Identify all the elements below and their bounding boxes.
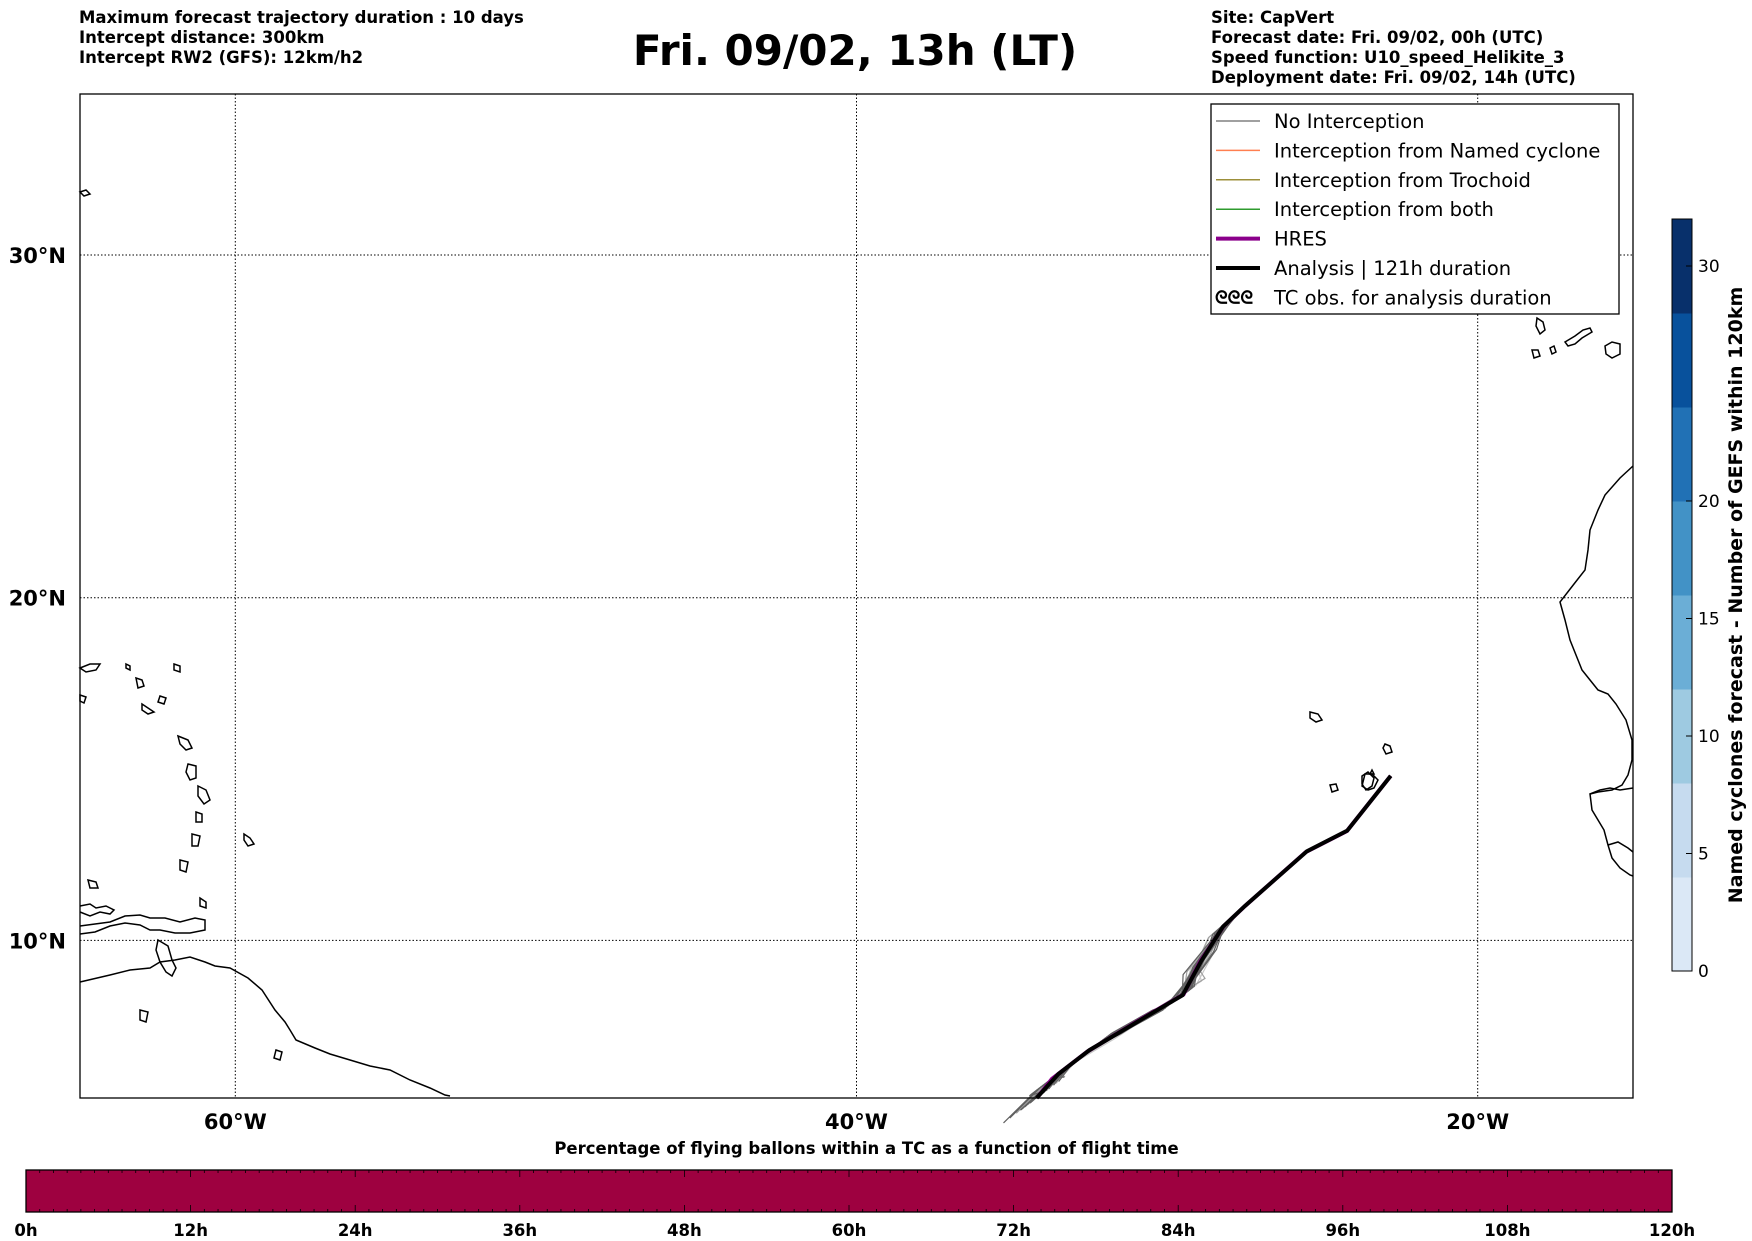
coastline-west-africa xyxy=(1559,465,1634,877)
legend-label: HRES xyxy=(1274,228,1327,251)
coastline-antilles-15 xyxy=(86,878,100,889)
colorbar-tick-label: 20 xyxy=(1698,492,1720,512)
colorbar-bottom-tick-label: 60h xyxy=(832,1221,867,1240)
header-left-line: Maximum forecast trajectory duration : 1… xyxy=(79,8,524,27)
coastline-canaries-2 xyxy=(1563,327,1593,347)
colorbar-tick-label: 30 xyxy=(1698,257,1720,277)
coastline-canaries-5 xyxy=(1549,344,1557,356)
coastline-cape-verde-4 xyxy=(1361,773,1379,791)
colorbar-bottom-label: Percentage of flying ballons within a TC… xyxy=(554,1139,1178,1158)
colorbar-segment xyxy=(1672,783,1692,878)
legend-box xyxy=(1210,103,1620,315)
coastline-senegal xyxy=(1589,787,1634,795)
colorbar-label: Named cyclones forecast - Number of GEFS… xyxy=(1725,287,1747,904)
colorbar-bottom-tick-label: 84h xyxy=(1161,1221,1196,1240)
coastline-venezuela xyxy=(79,914,206,935)
header-left: Maximum forecast trajectory duration : 1… xyxy=(79,8,524,68)
lon-tick-label: 20°W xyxy=(1446,1110,1509,1134)
colorbar-segment xyxy=(1672,877,1692,972)
header-right-line: Site: CapVert xyxy=(1211,8,1335,27)
coastline-guinea xyxy=(1607,841,1634,853)
colorbar-tick-label: 0 xyxy=(1698,962,1709,982)
lon-tick-label: 60°W xyxy=(204,1110,267,1134)
coastline-antilles-8 xyxy=(191,833,201,847)
coastline-antilles-1 xyxy=(78,663,102,673)
colorbar-tick-label: 10 xyxy=(1698,727,1720,747)
colorbar-bottom-tick-label: 24h xyxy=(338,1221,373,1240)
coastlines xyxy=(78,189,1634,1097)
coastline-cape-verde-1 xyxy=(1309,711,1324,723)
lon-tick-label: 40°W xyxy=(825,1110,888,1134)
coastline-canaries-4 xyxy=(1531,349,1541,359)
colorbar-bottom-tick-label: 12h xyxy=(173,1221,208,1240)
colorbar-frame xyxy=(1671,218,1693,972)
colorbar-bottom-tick-label: 72h xyxy=(996,1221,1031,1240)
legend-label: No Interception xyxy=(1274,110,1425,133)
legend-label: Analysis | 121h duration xyxy=(1274,257,1511,280)
lat-tick-label: 10°N xyxy=(9,929,66,953)
coastline-antilles-16 xyxy=(139,1009,149,1023)
coastline-south-america xyxy=(79,956,451,1097)
coastline-antilles-12 xyxy=(157,695,167,705)
coastline-canaries-1 xyxy=(1535,316,1546,336)
lat-tick-label: 30°N xyxy=(9,244,66,268)
colorbar-segment xyxy=(1672,595,1692,690)
lat-tick-label: 20°N xyxy=(9,587,66,611)
coastline-antilles-9 xyxy=(179,859,189,873)
coastline-antilles-5 xyxy=(185,763,197,781)
coastline-trinidad xyxy=(155,938,177,978)
coastline-antilles-14 xyxy=(125,662,131,672)
legend-label: Interception from Named cyclone xyxy=(1274,139,1600,162)
header-left-line: Intercept distance: 300km xyxy=(79,28,325,47)
coastline-antilles-3 xyxy=(141,702,156,715)
coastline-antilles-4 xyxy=(176,734,194,751)
legend: No Interception Interception from Named c… xyxy=(1210,103,1620,315)
colorbar-tick-label: 15 xyxy=(1698,610,1720,630)
coastline-antilles-2 xyxy=(135,676,145,689)
tc-symbol-icon: ᘓᘓᘓ xyxy=(1215,287,1253,308)
header-right-line: Speed function: U10_speed_Helikite_3 xyxy=(1211,48,1565,67)
coastline-antilles-7 xyxy=(195,810,203,823)
colorbar-bottom-tick-label: 120h xyxy=(1649,1221,1695,1240)
legend-label: Interception from both xyxy=(1274,198,1494,221)
coastline-cape-verde-6 xyxy=(1368,768,1376,775)
coastline-gulf xyxy=(79,903,116,917)
legend-label: Interception from Trochoid xyxy=(1274,169,1531,192)
coastline-antilles-10 xyxy=(243,832,256,847)
colorbar-segment xyxy=(1672,407,1692,502)
coastline-antilles-11 xyxy=(199,896,207,910)
page-title: Fri. 09/02, 13h (LT) xyxy=(632,26,1078,75)
header-right: Site: CapVert Forecast date: Fri. 09/02,… xyxy=(1211,8,1576,88)
colorbar-segment xyxy=(1672,501,1692,596)
colorbar-segment xyxy=(1672,313,1692,408)
map-frame xyxy=(79,93,1634,1099)
coastline-cape-verde-3 xyxy=(1382,743,1393,755)
coastline-antilles-13 xyxy=(173,662,181,674)
colorbar-bottom-tick-label: 48h xyxy=(667,1221,702,1240)
colorbar-bottom: Percentage of flying ballons within a TC… xyxy=(14,1139,1695,1240)
trajectory-ensemble xyxy=(1003,774,1393,1124)
colorbar-bottom-tick-label: 0h xyxy=(14,1221,37,1240)
coastline-antilles-18 xyxy=(79,693,87,705)
analysis-trajectory xyxy=(1035,774,1393,1100)
coastline-canaries-3 xyxy=(1604,341,1621,359)
coastline-antilles-19 xyxy=(78,189,92,197)
header-left-line: Intercept RW2 (GFS): 12km/h2 xyxy=(79,48,364,67)
colorbar-bottom-tick-label: 96h xyxy=(1325,1221,1360,1240)
colorbar-tick-label: 5 xyxy=(1698,845,1709,865)
coastline-antilles-6 xyxy=(197,784,211,806)
colorbar-bottom-tick-label: 108h xyxy=(1484,1221,1530,1240)
colorbar-segment xyxy=(1672,689,1692,784)
coastline-antilles-17 xyxy=(273,1049,283,1061)
colorbar-segment xyxy=(1672,219,1692,314)
coastline-cape-verde-5 xyxy=(1329,783,1339,793)
colorbar-bottom-tick-label: 36h xyxy=(502,1221,537,1240)
legend-label: TC obs. for analysis duration xyxy=(1273,286,1552,309)
header-right-line: Forecast date: Fri. 09/02, 00h (UTC) xyxy=(1211,28,1544,47)
header-right-line: Deployment date: Fri. 09/02, 14h (UTC) xyxy=(1211,68,1576,87)
